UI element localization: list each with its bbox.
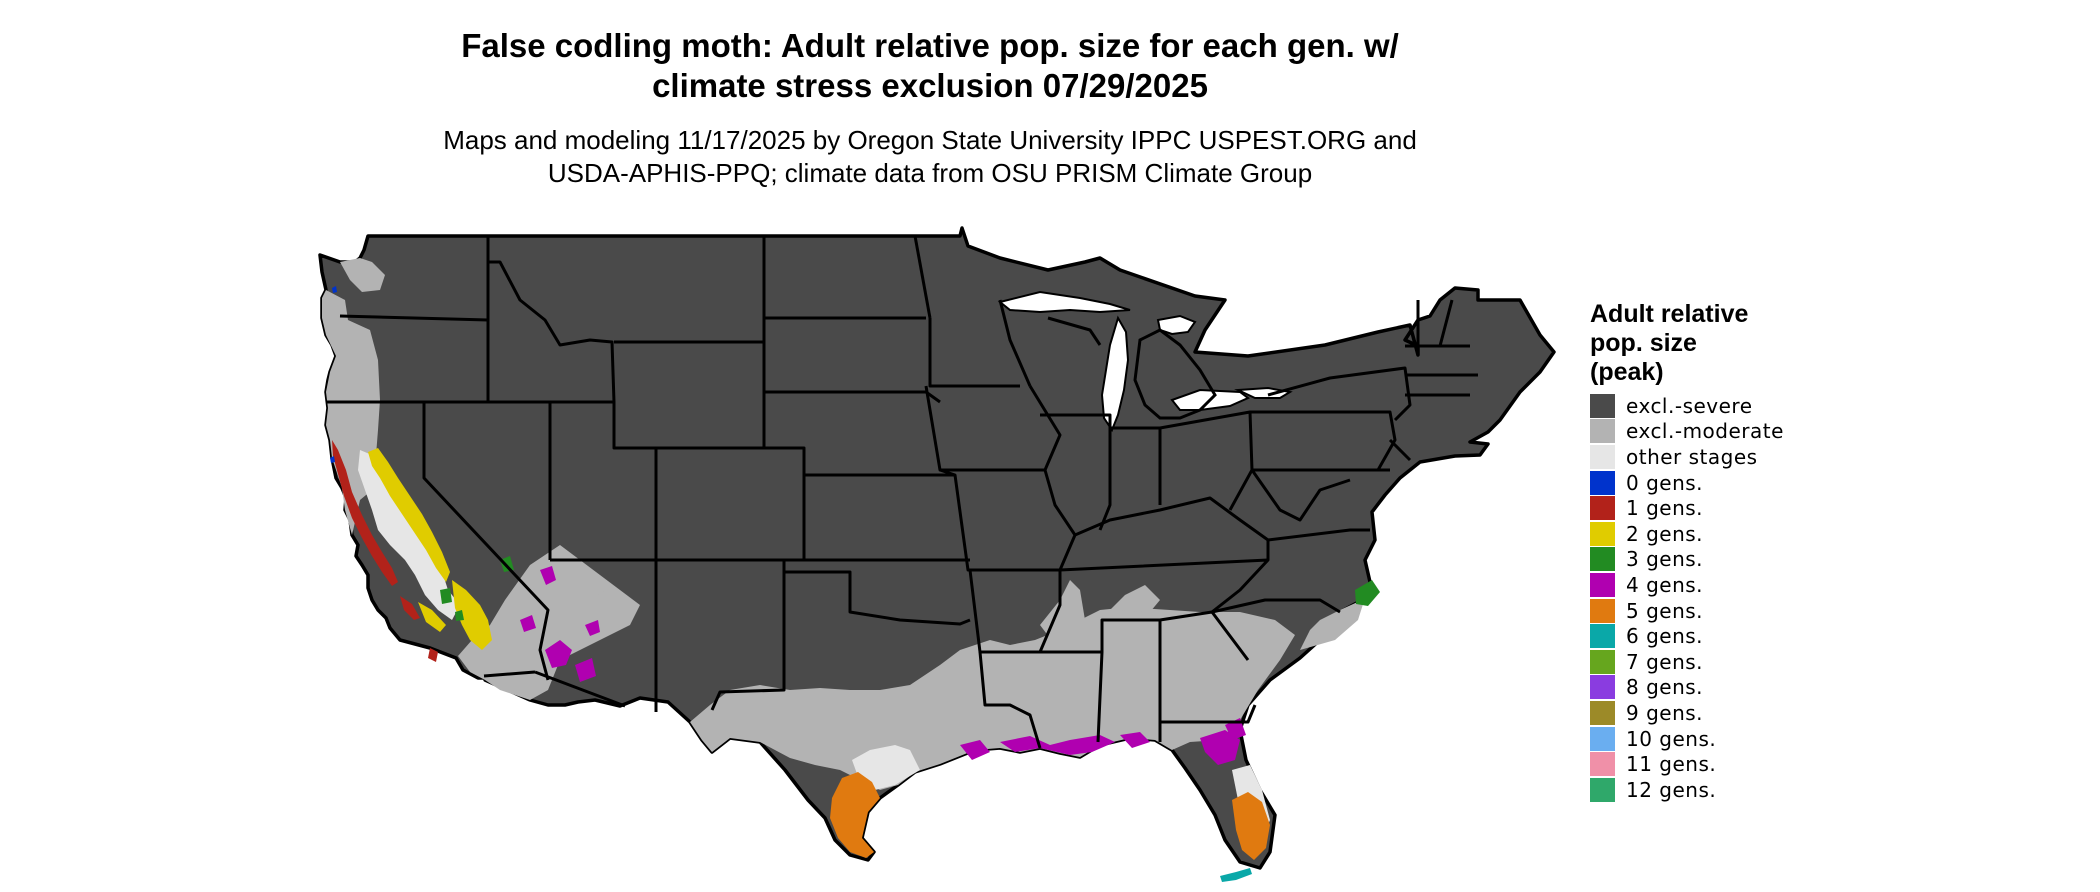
legend-title-line: Adult relative — [1590, 300, 1749, 328]
map-title-line-1: False codling moth: Adult relative pop. … — [461, 27, 1399, 64]
legend-label: 12 gens. — [1626, 777, 1717, 802]
legend-title: Adult relative pop. size (peak) — [1590, 300, 1810, 387]
map-title-line-2: climate stress exclusion 07/29/2025 — [652, 67, 1208, 104]
gen-4-zones — [520, 566, 1246, 765]
legend-item: other stages — [1590, 444, 1810, 470]
legend-swatch — [1590, 393, 1615, 418]
legend: Adult relative pop. size (peak) excl.-se… — [1590, 300, 1810, 803]
legend-label: 10 gens. — [1626, 726, 1717, 751]
legend-item: 6 gens. — [1590, 623, 1810, 649]
legend-label: other stages — [1626, 444, 1758, 469]
legend-swatch — [1590, 598, 1615, 623]
contiguous-us-land — [318, 226, 1556, 870]
legend-item: 5 gens. — [1590, 598, 1810, 624]
gen-5-zones — [830, 772, 1270, 860]
legend-label: 7 gens. — [1626, 649, 1704, 674]
legend-label: 9 gens. — [1626, 700, 1704, 725]
legend-item: 3 gens. — [1590, 547, 1810, 573]
gen-0-zones — [330, 286, 337, 463]
michigan-lower-peninsula — [1133, 328, 1217, 420]
legend-item: 1 gens. — [1590, 495, 1810, 521]
legend-swatch — [1590, 726, 1615, 751]
legend-items: excl.-severe excl.-moderate other stages… — [1590, 393, 1810, 803]
legend-item: 12 gens. — [1590, 777, 1810, 803]
legend-swatch — [1590, 777, 1615, 802]
legend-label: 1 gens. — [1626, 496, 1704, 521]
legend-swatch — [1590, 470, 1615, 495]
legend-item: excl.-moderate — [1590, 419, 1810, 445]
legend-swatch — [1590, 649, 1615, 674]
legend-swatch — [1590, 547, 1615, 572]
legend-swatch — [1590, 752, 1615, 777]
legend-swatch — [1590, 496, 1615, 521]
map-subtitle-line-2: USDA-APHIS-PPQ; climate data from OSU PR… — [547, 158, 1313, 188]
legend-label: 5 gens. — [1626, 598, 1704, 623]
state-borders — [326, 235, 1478, 749]
legend-swatch — [1590, 419, 1615, 444]
legend-label: 2 gens. — [1626, 521, 1704, 546]
legend-title-line: (peak) — [1590, 358, 1664, 386]
legend-label: 6 gens. — [1626, 624, 1704, 649]
legend-item: 0 gens. — [1590, 470, 1810, 496]
legend-label: 8 gens. — [1626, 675, 1704, 700]
legend-label: 3 gens. — [1626, 547, 1704, 572]
legend-swatch — [1590, 675, 1615, 700]
gen-2-zones — [368, 448, 492, 650]
map-subtitle-line-1: Maps and modeling 11/17/2025 by Oregon S… — [443, 125, 1417, 155]
legend-label: 4 gens. — [1626, 572, 1704, 597]
legend-swatch — [1590, 624, 1615, 649]
legend-label: 11 gens. — [1626, 752, 1717, 777]
legend-label: excl.-moderate — [1626, 419, 1784, 444]
great-lakes — [997, 290, 1293, 433]
legend-item: 11 gens. — [1590, 751, 1810, 777]
legend-item: 10 gens. — [1590, 726, 1810, 752]
legend-item: 8 gens. — [1590, 675, 1810, 701]
legend-swatch — [1590, 521, 1615, 546]
gen-1-zones — [332, 440, 438, 662]
legend-label: excl.-severe — [1626, 393, 1753, 418]
legend-label: 0 gens. — [1626, 470, 1704, 495]
us-map — [318, 226, 1556, 882]
legend-item: 7 gens. — [1590, 649, 1810, 675]
legend-swatch — [1590, 700, 1615, 725]
legend-swatch — [1590, 444, 1615, 469]
legend-item: 2 gens. — [1590, 521, 1810, 547]
legend-swatch — [1590, 572, 1615, 597]
legend-item: excl.-severe — [1590, 393, 1810, 419]
legend-item: 9 gens. — [1590, 700, 1810, 726]
legend-title-line: pop. size — [1590, 329, 1697, 357]
legend-item: 4 gens. — [1590, 572, 1810, 598]
gen-6-zone — [1220, 868, 1252, 882]
